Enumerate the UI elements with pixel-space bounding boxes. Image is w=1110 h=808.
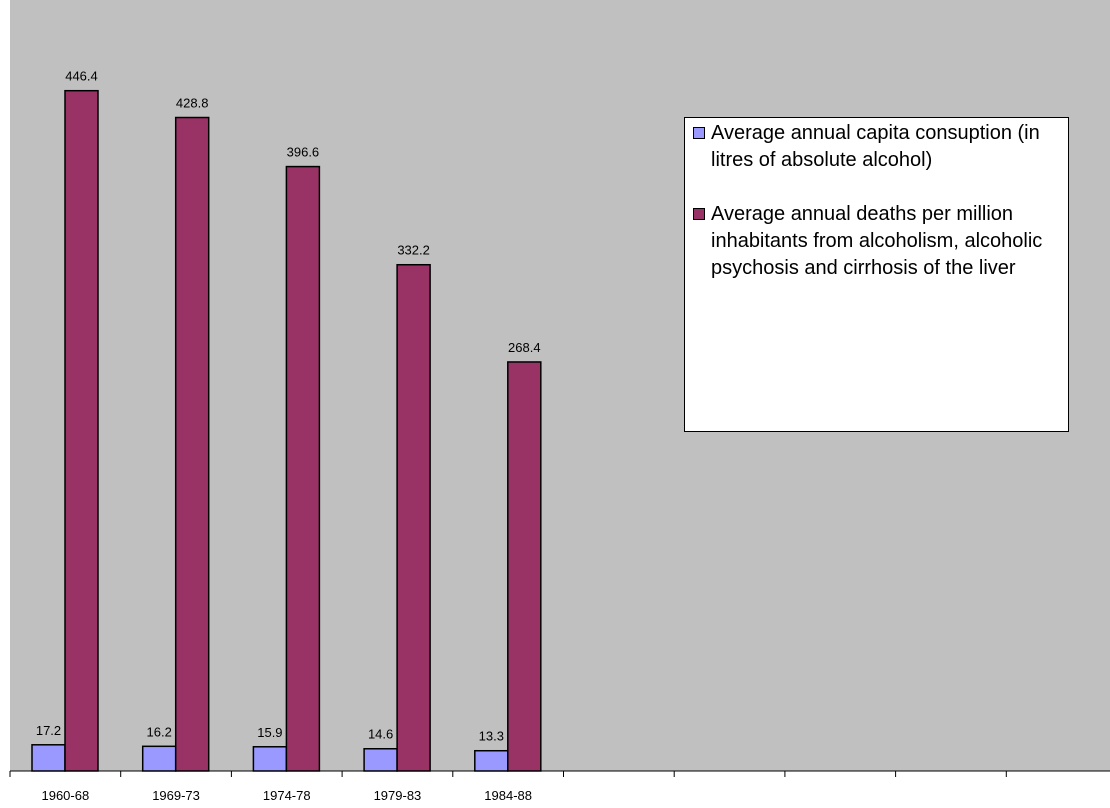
x-tick-label: 1969-73 (152, 788, 200, 803)
legend-entry: Average annual deaths per million inhabi… (693, 201, 1068, 282)
bar (474, 749, 509, 772)
bar (31, 744, 66, 772)
data-label: 16.2 (147, 724, 172, 739)
bar (285, 165, 321, 772)
x-tick-label: 1960-68 (41, 788, 89, 803)
data-label: 428.8 (176, 96, 209, 111)
data-label: 13.3 (479, 729, 504, 744)
legend-swatch (693, 208, 705, 220)
legend-swatch (693, 127, 705, 139)
bar (507, 361, 542, 772)
x-tick-label: 1979-83 (374, 788, 422, 803)
bar (141, 745, 177, 772)
legend-label: Average annual capita consuption (in lit… (711, 122, 1040, 171)
data-label: 268.4 (508, 340, 541, 355)
data-label: 15.9 (257, 725, 282, 740)
legend-entry: Average annual capita consuption (in lit… (693, 120, 1068, 174)
data-label: 396.6 (287, 145, 320, 160)
bar (64, 89, 99, 772)
x-tick-label: 1974-78 (263, 788, 311, 803)
bar (363, 747, 398, 772)
x-tick-label: 1984-88 (484, 788, 532, 803)
bar (174, 116, 210, 772)
bar (252, 746, 288, 772)
data-label: 17.2 (36, 723, 61, 738)
legend-label: Average annual deaths per million inhabi… (711, 203, 1043, 279)
data-label: 14.6 (368, 727, 393, 742)
data-label: 446.4 (65, 69, 98, 84)
data-label: 332.2 (397, 243, 430, 258)
legend: Average annual capita consuption (in lit… (684, 117, 1069, 432)
bar (396, 263, 431, 772)
